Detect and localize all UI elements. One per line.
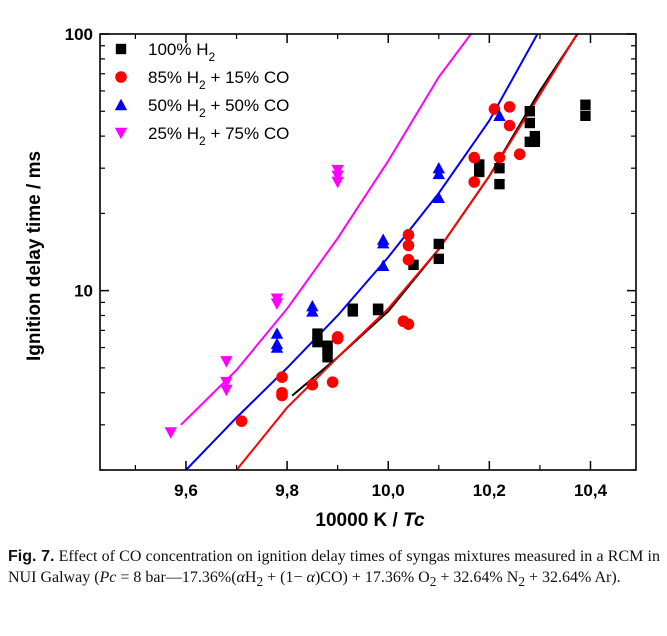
data-point-s1-16 (503, 101, 516, 113)
data-point-s3-8 (331, 176, 344, 189)
caption-text-5: + 32.64% N (436, 569, 519, 586)
data-point-s0-17 (524, 117, 536, 129)
legend-label-3: 25% H2 + 75% CO (148, 124, 289, 148)
data-point-s0-19 (529, 130, 541, 142)
legend-marker-0 (115, 43, 127, 55)
caption-h2-sub: 2 (256, 574, 264, 590)
data-point-s3-0 (164, 427, 177, 439)
caption-n2-sub: 2 (518, 574, 525, 590)
caption-text-2: = 8 bar—17.36%( (116, 569, 237, 586)
data-point-s2-10 (432, 191, 445, 203)
caption-text-1: Effect of CO concentration on ignition d… (8, 548, 660, 586)
data-point-s0-4 (322, 352, 333, 363)
data-point-s2-2 (270, 341, 284, 353)
data-point-s0-6 (347, 306, 359, 317)
data-point-s3-7 (331, 170, 344, 183)
figure-caption: Fig. 7. Effect of CO concentration on ig… (8, 546, 660, 592)
caption-alpha: α (236, 569, 245, 586)
chart-svg: 9,6 9,8 10,0 10,2 10,4 10 100 10000 K / Tc Ignit… (24, 25, 637, 530)
data-point-s1-14 (468, 176, 480, 188)
data-point-s1-18 (513, 148, 526, 161)
caption-h2: H (244, 569, 257, 586)
data-point-s1-9 (402, 318, 415, 330)
data-point-s0-8 (372, 303, 384, 314)
caption-alpha-2: α (306, 569, 315, 586)
x-tick-label-2: 10,0 (372, 481, 405, 500)
fit-line-2 (185, 34, 539, 470)
data-point-s0-1 (312, 336, 323, 348)
data-point-s1-3 (276, 389, 288, 402)
legend-label-0: 100% H2 (148, 40, 215, 64)
data-point-s0-13 (474, 166, 485, 178)
fit-line-3 (180, 34, 473, 426)
x-tick-label-0: 9,6 (174, 481, 198, 500)
data-point-s0-10 (433, 238, 444, 250)
data-point-s1-15 (488, 103, 501, 115)
data-point-s3-6 (331, 164, 344, 177)
data-point-s1-1 (276, 371, 288, 383)
data-point-s2-7 (376, 259, 390, 271)
caption-text-4: )CO) + 17.36% O (314, 569, 430, 586)
data-point-s3-1 (220, 356, 233, 368)
data-point-s1-10 (402, 229, 415, 241)
x-tick-label-4: 10,4 (574, 481, 608, 500)
plot-frame (99, 33, 637, 471)
data-point-s0-11 (433, 253, 444, 265)
y-tick-label-1: 100 (65, 25, 93, 44)
data-point-s1-4 (306, 378, 319, 391)
data-point-s2-8 (432, 161, 445, 174)
data-point-s0-20 (529, 136, 541, 148)
data-point-s0-14 (494, 162, 505, 174)
data-point-s1-19 (493, 151, 506, 164)
chart: 9,6 9,8 10,0 10,2 10,4 10 100 10000 K / Tc Ignit… (24, 25, 637, 530)
data-point-s1-0 (235, 415, 248, 427)
x-tick-label-1: 9,8 (275, 481, 299, 500)
data-point-s1-11 (402, 239, 415, 252)
data-point-s1-12 (402, 253, 415, 266)
x-axis-title: 10000 K / Tc (315, 510, 425, 530)
data-point-s0-22 (580, 110, 591, 122)
y-tick-label-0: 10 (74, 282, 93, 301)
data-point-s0-12 (474, 159, 485, 170)
data-point-s2-0 (270, 327, 284, 339)
caption-pc-symbol: Pc (99, 569, 117, 586)
data-point-s3-3 (220, 384, 233, 397)
data-point-s0-9 (408, 259, 419, 271)
x-tick-label-3: 10,2 (473, 481, 506, 500)
legend-marker-3 (114, 127, 128, 140)
legend-marker-2 (114, 98, 128, 111)
data-point-s1-5 (326, 376, 339, 388)
y-axis-title: Ignition delay time / ms (24, 151, 45, 361)
caption-o2-sub: 2 (429, 574, 437, 590)
legend-label-2: 50% H2 + 50% CO (148, 96, 289, 120)
data-point-s1-7 (331, 332, 344, 345)
data-point-s0-15 (494, 178, 505, 190)
data-point-s0-16 (524, 106, 536, 117)
caption-text-6: + 32.64% Ar). (524, 569, 621, 586)
data-point-s1-13 (468, 151, 480, 164)
data-point-s0-3 (322, 344, 333, 355)
data-point-s2-4 (306, 305, 319, 317)
legend-marker-1 (115, 71, 127, 83)
data-point-s3-2 (220, 376, 233, 389)
data-point-s2-6 (376, 237, 390, 249)
data-point-s0-0 (312, 328, 323, 339)
data-point-s1-17 (503, 119, 516, 132)
caption-text-3: + (1− (263, 569, 307, 586)
data-point-s2-11 (493, 109, 506, 122)
data-point-s2-9 (432, 167, 445, 180)
legend-label-1: 85% H2 + 15% CO (148, 68, 289, 92)
data-point-s3-5 (270, 298, 284, 310)
data-point-s0-21 (580, 99, 591, 110)
caption-fig-label: Fig. 7. (8, 548, 55, 565)
